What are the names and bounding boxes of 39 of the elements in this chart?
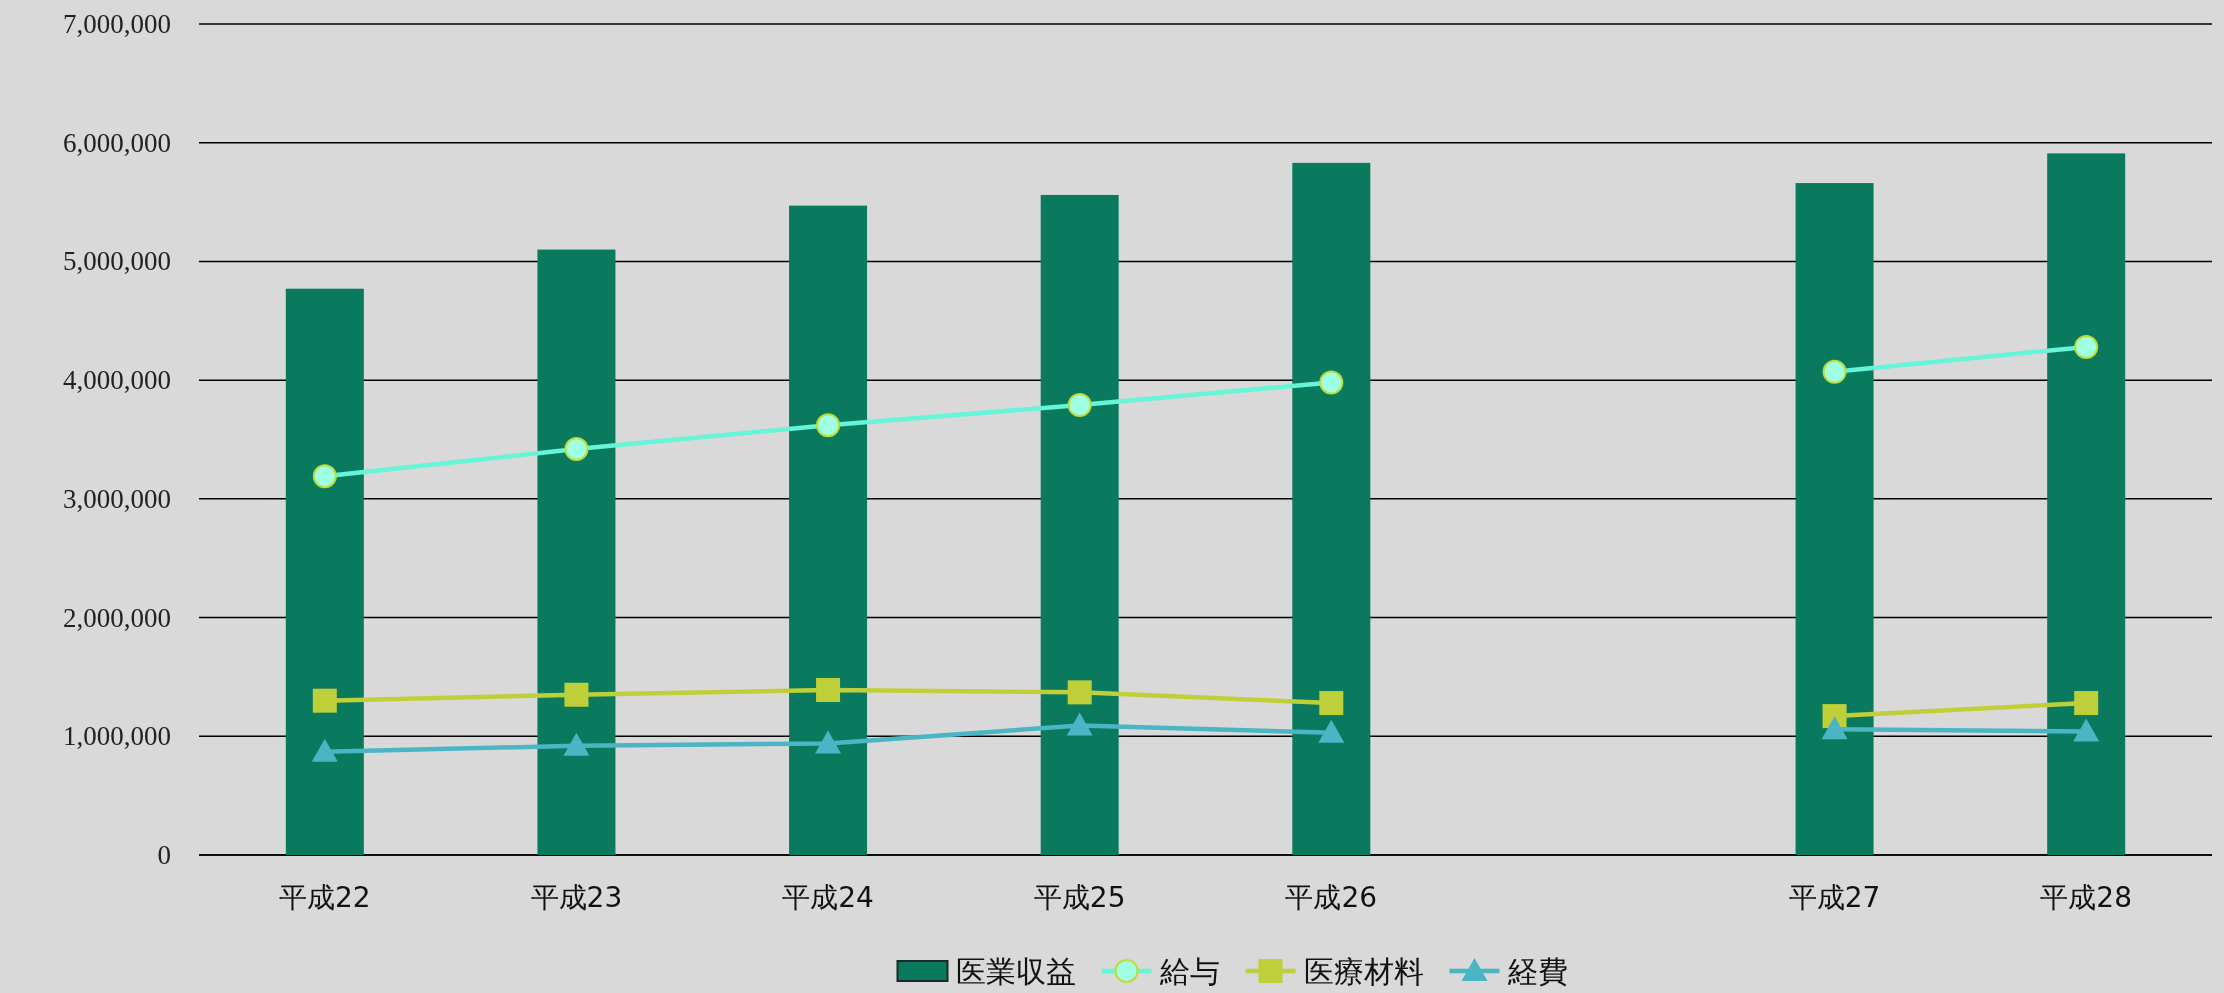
point <box>2074 691 2099 716</box>
x-tick-label: 平成28 <box>2040 881 2133 914</box>
point <box>1319 691 1344 716</box>
x-tick-label: 平成22 <box>278 881 371 914</box>
x-tick-label: 平成23 <box>530 881 623 914</box>
point <box>1067 680 1092 705</box>
bar <box>1292 162 1371 855</box>
legend-label: 経費 <box>1506 954 1568 989</box>
y-tick-label: 6,000,000 <box>63 127 171 158</box>
point <box>816 677 841 702</box>
x-tick-label: 平成26 <box>1285 881 1378 914</box>
y-tick-label: 3,000,000 <box>63 483 171 514</box>
legend-label: 医療材料 <box>1303 954 1424 989</box>
bar <box>2047 153 2126 855</box>
y-tick-label: 1,000,000 <box>63 721 171 752</box>
bar <box>789 205 868 855</box>
point <box>564 682 589 707</box>
y-tick-label: 5,000,000 <box>63 246 171 277</box>
point <box>2073 718 2100 742</box>
y-tick-label: 4,000,000 <box>63 365 171 396</box>
x-tick-label: 平成24 <box>782 881 874 914</box>
bar <box>1795 183 1874 855</box>
point <box>312 688 337 713</box>
legend-label: 医業収益 <box>955 954 1076 989</box>
point <box>1821 716 1848 740</box>
point <box>1318 719 1345 743</box>
bar <box>285 288 364 855</box>
bar <box>1040 194 1119 855</box>
point <box>563 732 590 756</box>
x-tick-label: 平成25 <box>1033 881 1126 914</box>
point <box>1066 712 1093 736</box>
legend-label: 給与 <box>1158 954 1220 989</box>
x-tick-label: 平成27 <box>1788 881 1881 914</box>
point <box>311 738 338 762</box>
y-tick-label: 7,000,000 <box>63 9 171 39</box>
y-tick-label: 2,000,000 <box>63 602 171 633</box>
bar <box>537 249 616 855</box>
y-tick-label: 0 <box>157 840 171 870</box>
point <box>815 730 842 754</box>
